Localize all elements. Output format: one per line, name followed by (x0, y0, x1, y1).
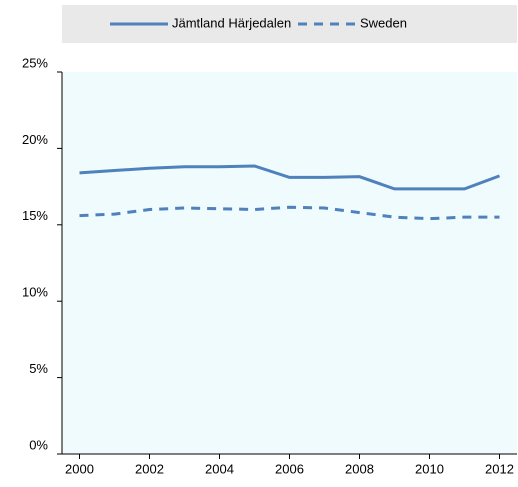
y-tick-label: 20% (22, 132, 48, 147)
legend-label: Sweden (360, 15, 407, 30)
legend-label: Jämtland Härjedalen (172, 15, 291, 30)
y-tick-label: 0% (29, 437, 48, 452)
x-tick-label: 2010 (415, 461, 444, 476)
line-series (79, 205, 500, 221)
x-tick-label: 2000 (65, 461, 94, 476)
y-tick-label: 15% (22, 208, 48, 223)
x-tick-label: 2004 (205, 461, 234, 476)
line-series (79, 164, 501, 191)
y-tick-label: 5% (29, 361, 48, 376)
plot-area (62, 72, 517, 454)
x-tick-label: 2002 (135, 461, 164, 476)
x-tick-label: 2006 (275, 461, 304, 476)
x-tick-label: 2012 (485, 461, 514, 476)
y-tick-label: 25% (22, 55, 48, 70)
x-tick-label: 2008 (345, 461, 374, 476)
y-tick-label: 10% (22, 285, 48, 300)
